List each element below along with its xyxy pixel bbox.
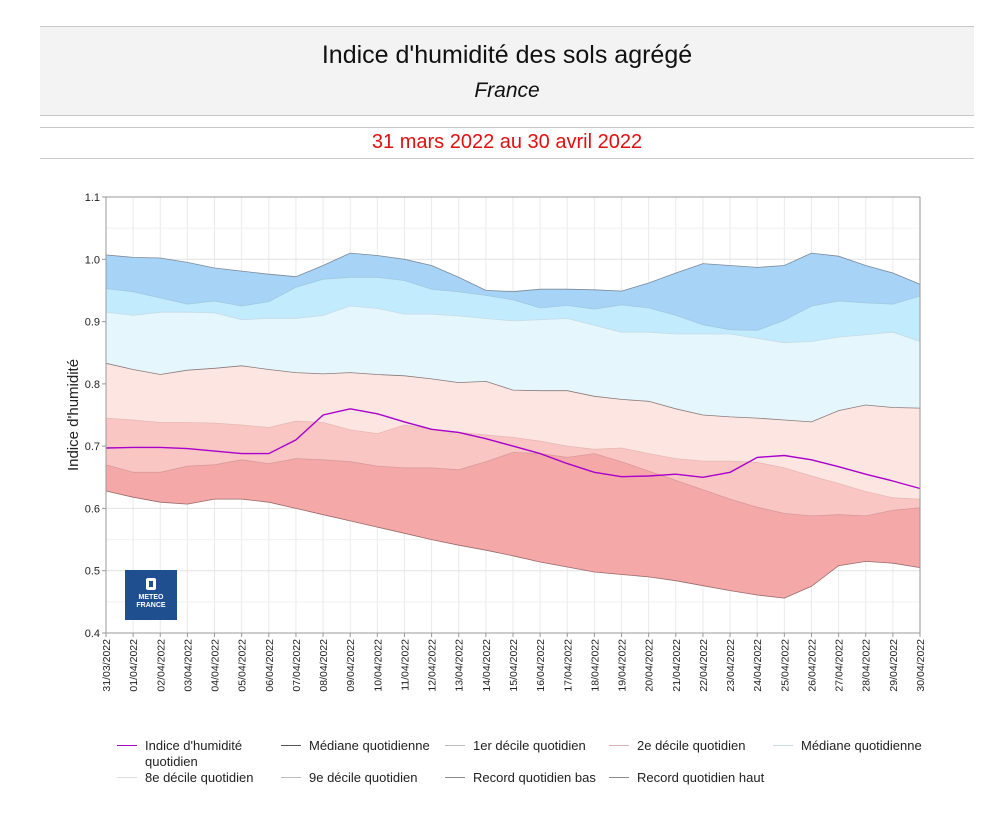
- x-tick-label: 23/04/2022: [725, 639, 737, 692]
- legend-label: 1er décile quotidien: [473, 738, 586, 753]
- line-record_haut: [105, 252, 921, 293]
- legend-label: 8e décile quotidien: [145, 770, 254, 785]
- period-text: 31 mars 2022 au 30 avril 2022: [371, 131, 643, 153]
- legend-label: Médiane quotidienne: [801, 738, 922, 753]
- meteo-france-logo-icon: METEO FRANCE: [125, 570, 177, 620]
- y-tick-label: 0.5: [85, 566, 100, 578]
- x-tick-label: 03/04/2022: [182, 639, 194, 692]
- legend-swatch: [609, 745, 629, 746]
- period-panel: 31 mars 2022 au 30 avril 2022: [40, 127, 974, 159]
- legend-swatch: [281, 777, 301, 778]
- x-tick-label: 09/04/2022: [345, 639, 357, 692]
- legend-label: Médiane quotidienne: [309, 738, 430, 753]
- line-decile_1: [105, 451, 921, 517]
- x-tick-label: 16/04/2022: [535, 639, 547, 692]
- x-tick-label: 18/04/2022: [589, 639, 601, 692]
- x-tick-label: 15/04/2022: [508, 639, 520, 692]
- band-decile_8-decile_9: [106, 277, 920, 343]
- y-tick-label: 0.9: [85, 317, 100, 329]
- x-tick-label: 08/04/2022: [318, 639, 330, 692]
- series-humidity-index: [105, 408, 921, 490]
- y-axis-label: Indice d'humidité: [65, 359, 82, 471]
- y-tick-label: 1.1: [85, 192, 100, 204]
- legend-label: Record quotidien bas: [473, 770, 596, 785]
- legend-label: 2e décile quotidien: [637, 738, 746, 753]
- x-tick-label: 21/04/2022: [671, 639, 683, 692]
- chart-subtitle: France: [474, 79, 540, 102]
- x-tick-label: 25/04/2022: [779, 639, 791, 692]
- logo-line1: METEO: [138, 594, 164, 601]
- logo-line2: FRANCE: [136, 602, 166, 609]
- x-tick-label: 28/04/2022: [861, 639, 873, 692]
- x-tick-label: 14/04/2022: [481, 639, 493, 692]
- x-tick-label: 11/04/2022: [400, 639, 412, 691]
- line-decile_9: [105, 276, 921, 331]
- legend-swatch: [117, 745, 137, 746]
- legend-swatch: [281, 745, 301, 746]
- band-mediane-decile_8: [106, 306, 920, 422]
- x-tick-label: 13/04/2022: [454, 639, 466, 692]
- legend-label: Indice d'humidité quotidien: [145, 738, 243, 769]
- legend-swatch: [773, 745, 793, 746]
- x-tick-label: 29/04/2022: [888, 639, 900, 692]
- y-tick-label: 0.6: [85, 503, 100, 515]
- logo-symbol: [146, 578, 156, 590]
- x-tick-label: 06/04/2022: [264, 639, 276, 692]
- x-tick-label: 19/04/2022: [617, 639, 629, 692]
- line-record_bas: [105, 490, 921, 599]
- x-tick-label: 07/04/2022: [291, 639, 303, 692]
- x-tick-label: 17/04/2022: [562, 639, 574, 692]
- line-decile_8: [105, 305, 921, 344]
- line-mediane: [105, 362, 921, 423]
- x-tick-label: 10/04/2022: [372, 639, 384, 692]
- y-tick-label: 0.4: [85, 628, 100, 640]
- y-tick-label: 0.7: [85, 441, 100, 453]
- title-panel: Indice d'humidité des sols agrégé France: [40, 26, 974, 116]
- legend-swatch: [445, 745, 465, 746]
- legend-swatch: [609, 777, 629, 778]
- legend-swatch: [445, 777, 465, 778]
- x-tick-label: 20/04/2022: [644, 639, 656, 692]
- legend-label: 9e décile quotidien: [309, 770, 418, 785]
- x-tick-label: 22/04/2022: [698, 639, 710, 692]
- legend-swatch: [117, 777, 137, 778]
- band-decile_2-mediane: [106, 363, 920, 500]
- x-tick-label: 24/04/2022: [752, 639, 764, 692]
- x-tick-label: 04/04/2022: [210, 639, 222, 692]
- x-tick-label: 30/04/2022: [915, 639, 927, 692]
- band-decile_1-decile_2: [106, 418, 920, 516]
- line-decile_2: [105, 417, 921, 500]
- x-tick-label: 12/04/2022: [427, 639, 439, 692]
- x-tick-label: 31/03/2022: [101, 639, 113, 692]
- x-tick-label: 01/04/2022: [128, 639, 140, 692]
- x-tick-label: 27/04/2022: [834, 639, 846, 692]
- y-tick-label: 0.8: [85, 379, 100, 391]
- x-tick-label: 02/04/2022: [155, 639, 167, 692]
- y-tick-label: 1.0: [85, 254, 100, 266]
- chart-title: Indice d'humidité des sols agrégé: [321, 41, 693, 69]
- legend-label: Record quotidien haut: [637, 770, 765, 785]
- x-tick-label: 26/04/2022: [807, 639, 819, 692]
- x-tick-label: 05/04/2022: [237, 639, 249, 692]
- band-record_bas-decile_1: [106, 452, 920, 599]
